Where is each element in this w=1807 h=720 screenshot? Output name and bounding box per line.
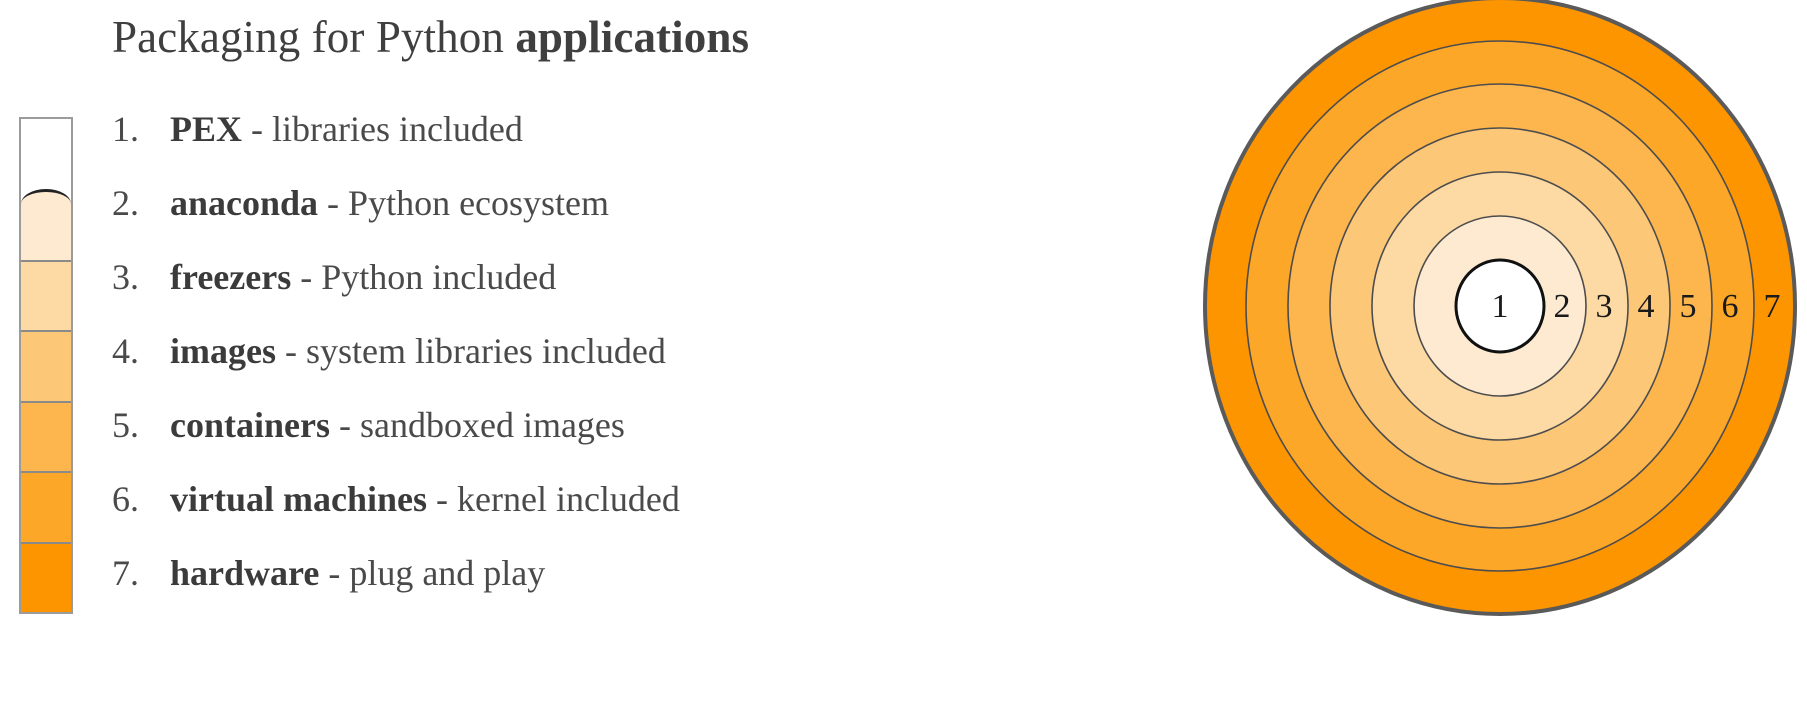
list-item-dash: - [291,257,322,297]
list-item-dash: - [275,331,306,371]
gradient-bar-segment-5 [21,400,71,472]
list-item-description: kernel included [457,479,680,519]
list-item-description: libraries included [272,109,523,149]
list-item-number: 7. [112,553,139,593]
gradient-bar-segment-4 [21,330,71,401]
list-item-text: images - system libraries included [170,333,666,369]
list-item-term: images [170,331,276,371]
ring-label-5: 5 [1680,288,1697,325]
ring-label-4: 4 [1638,288,1655,325]
list-item-text: anaconda - Python ecosystem [170,185,609,221]
ring-label-3: 3 [1596,288,1613,325]
list-item-number: 1. [112,109,139,149]
gradient-bar-segment-1 [21,119,71,190]
list-item-text: freezers - Python included [170,259,556,295]
list-item-term: anaconda [170,183,319,223]
list-item-description: Python included [321,257,557,297]
list-item-dash: - [319,553,350,593]
page-title-plain: Packaging for Python [112,12,516,62]
list-item-description: sandboxed images [359,405,625,445]
list-item-number: 5. [112,405,139,445]
ring-label-7: 7 [1764,288,1781,325]
list-item: 2. anaconda - Python ecosystem [112,182,952,256]
page-title: Packaging for Python applications [112,8,749,66]
gradient-bar-segment-6 [21,471,71,542]
list-item-dash: - [242,109,272,149]
list-item: 5. containers - sandboxed images [112,404,952,478]
list-item-term: hardware [170,553,320,593]
list-item-dash: - [427,479,457,519]
list-item: 3. freezers - Python included [112,256,952,330]
list-item-number: 2. [112,183,139,223]
packaging-options-list: 1. PEX - libraries included 2. anaconda - P… [112,108,952,626]
page-title-strong: applications [515,12,750,62]
list-item-number: 3. [112,257,139,297]
list-item-text: PEX - libraries included [170,111,523,147]
list-item-text: containers - sandboxed images [170,407,625,443]
list-item-dash: - [318,183,349,223]
ring-label-1: 1 [1492,288,1509,325]
list-item: 4. images - system libraries included [112,330,952,404]
gradient-bar-segment-7 [21,541,71,612]
list-item-number: 6. [112,479,139,519]
ring-level-1 [1454,258,1546,354]
list-item-term: virtual machines [170,479,427,519]
list-item-dash: - [329,405,360,445]
list-item-number: 4. [112,331,139,371]
ring-label-2: 2 [1554,288,1571,325]
ring-label-6: 6 [1722,288,1739,325]
list-item-text: virtual machines - kernel included [170,481,680,517]
list-item: 6. virtual machines - kernel included [112,478,952,552]
list-item-description: plug and play [349,553,546,593]
list-item: 1. PEX - libraries included [112,108,952,182]
list-item-term: containers [170,405,330,445]
list-item-text: hardware - plug and play [170,555,545,591]
color-gradient-legend-bar [19,117,73,614]
list-item: 7. hardware - plug and play [112,552,952,626]
list-item-term: freezers [170,257,292,297]
left-content-panel: Packaging for Python applications 1. PEX … [19,8,952,626]
list-item-description: Python ecosystem [348,183,610,223]
list-item-description: system libraries included [305,331,666,371]
gradient-bar-segment-3 [21,259,71,331]
gradient-bar-segment-2 [21,189,71,260]
list-item-term: PEX [170,109,242,149]
